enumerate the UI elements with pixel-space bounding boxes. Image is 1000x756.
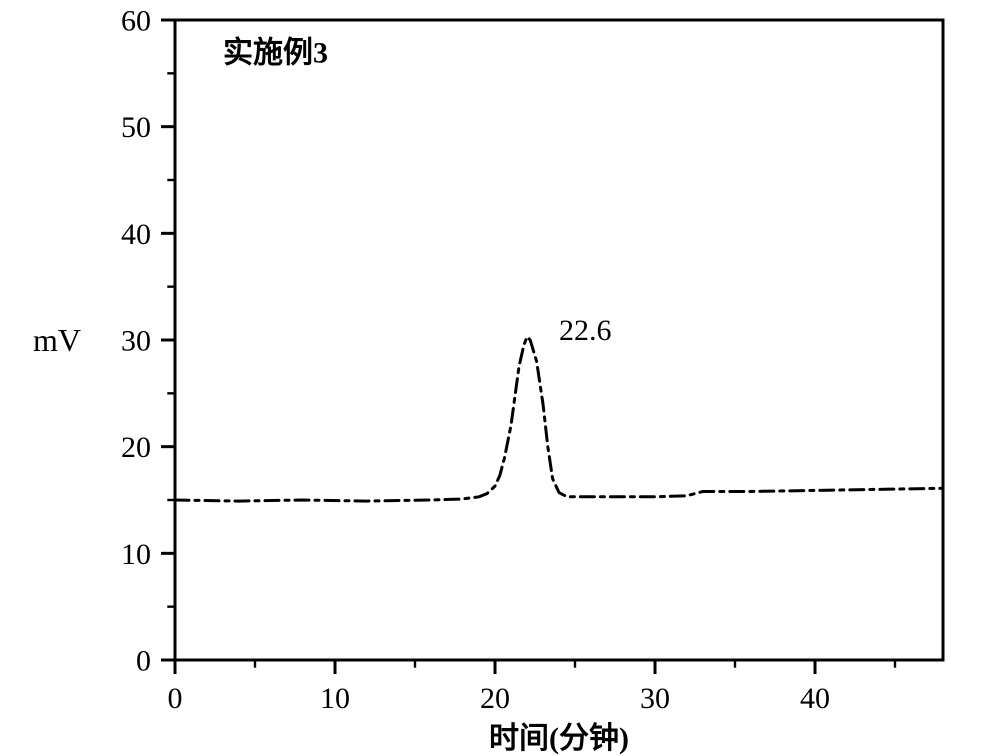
y-tick-label: 0 bbox=[136, 645, 151, 678]
y-tick-label: 50 bbox=[121, 111, 151, 144]
x-tick-label: 40 bbox=[800, 682, 830, 715]
x-tick-label: 0 bbox=[168, 682, 183, 715]
y-tick-label: 20 bbox=[121, 431, 151, 464]
x-tick-label: 20 bbox=[480, 682, 510, 715]
chromatogram-figure: 0 10 20 30 40 0 10 20 30 40 50 60 时间(分钟) mV 实施例3 22.6 bbox=[0, 0, 1000, 756]
y-tick-label: 10 bbox=[121, 538, 151, 571]
y-tick-label: 30 bbox=[121, 325, 151, 358]
chromatogram-trace bbox=[175, 337, 943, 501]
x-tick-label: 10 bbox=[320, 682, 350, 715]
peak-label: 22.6 bbox=[559, 314, 612, 347]
x-axis-label: 时间(分钟) bbox=[489, 722, 629, 755]
y-axis-label: mV bbox=[33, 322, 81, 358]
y-tick-label: 60 bbox=[121, 5, 151, 38]
chart-svg: 0 10 20 30 40 0 10 20 30 40 50 60 时间(分钟) mV 实施例3 22.6 bbox=[0, 0, 1000, 756]
series-label: 实施例3 bbox=[223, 36, 328, 70]
y-tick-label: 40 bbox=[121, 218, 151, 251]
x-tick-label: 30 bbox=[640, 682, 670, 715]
